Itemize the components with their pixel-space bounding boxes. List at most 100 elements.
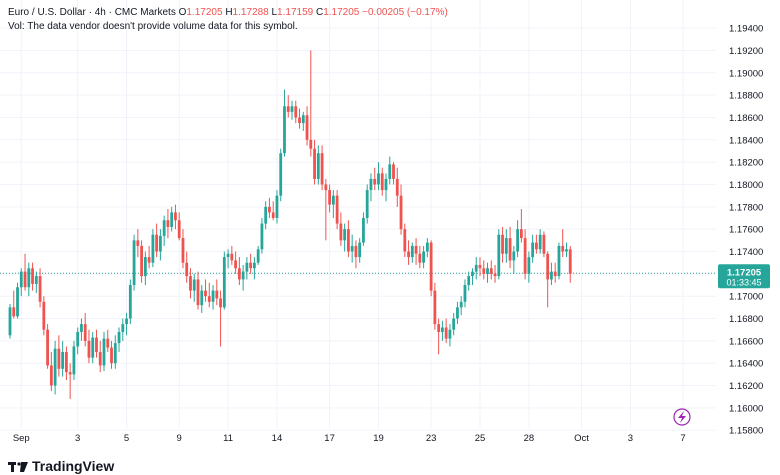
candle-body [177, 220, 181, 239]
candle-down [354, 240, 358, 269]
candle-body [68, 372, 72, 375]
candle-body [256, 249, 260, 263]
candle-body [290, 106, 294, 112]
candle-body [136, 240, 140, 246]
candle-body [350, 245, 354, 252]
candle-body [339, 223, 343, 241]
candle-body [373, 178, 377, 185]
time-tick-label: 17 [324, 433, 335, 444]
time-tick-label: 14 [272, 433, 283, 444]
time-tick-label: 11 [223, 433, 233, 444]
candle-down [519, 209, 523, 243]
low-value: 1.17159 [277, 7, 314, 18]
candle-body [143, 257, 147, 277]
candle-body [482, 268, 486, 274]
candle-body [98, 352, 102, 366]
candle-body [474, 264, 478, 272]
candles [8, 50, 572, 399]
candle-body [264, 206, 268, 224]
candle-body [369, 178, 373, 191]
volume-note: Vol: The data vendor doesn't provide vol… [8, 21, 298, 32]
time-tick-label: 3 [628, 433, 633, 444]
candle-body [343, 229, 347, 241]
price-badge-countdown: 01:33:45 [726, 277, 761, 287]
candle-body [546, 253, 550, 280]
high-value: 1.17288 [232, 7, 269, 18]
candle-body [275, 195, 279, 218]
candle-up [72, 340, 76, 380]
candle-body [478, 264, 482, 269]
candle-body [489, 268, 493, 274]
candle-down [23, 253, 27, 291]
candle-down [433, 282, 437, 330]
price-tick-label: 1.16400 [729, 359, 763, 370]
price-tick-label: 1.18000 [729, 180, 763, 191]
candle-body [53, 348, 57, 386]
candle-body [215, 290, 219, 299]
candle-body [113, 343, 117, 364]
candle-body [8, 307, 12, 336]
candle-up [143, 251, 147, 286]
candle-down [444, 318, 448, 344]
candle-body [358, 242, 362, 258]
candle-down [418, 245, 422, 269]
candle-up [80, 318, 83, 341]
candle-down [542, 231, 546, 258]
candle-down [140, 240, 143, 283]
candle-down [493, 264, 497, 283]
tradingview-logo[interactable]: TradingView [8, 458, 114, 474]
candle-body [294, 106, 298, 118]
candle-down [177, 212, 181, 241]
time-tick-label: 28 [524, 433, 535, 444]
price-axis: 1.15800 1.16000 1.16200 1.16400 1.16600 1.168… [729, 24, 763, 437]
candle-body [538, 234, 542, 250]
candle-down [437, 318, 441, 355]
chart-grid [0, 0, 716, 431]
price-tick-label: 1.17600 [729, 225, 763, 236]
candle-down [328, 184, 331, 213]
candle-down [185, 251, 189, 283]
time-axis: Sep 3 5 9 11 14 17 19 23 25 28 Oct 3 7 [13, 433, 686, 444]
candle-down [347, 220, 350, 258]
candle-up [538, 229, 542, 254]
candle-down [98, 340, 102, 373]
candle-body [565, 249, 568, 252]
candle-body [110, 347, 113, 364]
candle-body [222, 257, 226, 308]
candle-down [482, 260, 486, 280]
open-label: O [178, 7, 187, 18]
candle-body [49, 365, 53, 386]
candle-up [467, 271, 471, 291]
candle-up [170, 206, 174, 232]
candle-body [170, 212, 174, 227]
candle-up [283, 89, 286, 157]
candle-up [117, 327, 121, 353]
candle-body [230, 253, 234, 261]
candle-up [388, 156, 392, 185]
candle-down [320, 145, 324, 191]
candle-body [65, 352, 68, 373]
price-tick-label: 1.17400 [729, 247, 763, 258]
price-tick-label: 1.18400 [729, 135, 763, 146]
candle-up [102, 331, 106, 372]
candle-body [384, 178, 388, 191]
candle-body [234, 260, 237, 269]
candle-up [456, 301, 459, 325]
candle-up [125, 312, 128, 336]
candle-up [200, 285, 204, 313]
time-tick-label: Sep [13, 433, 30, 444]
candle-body [159, 235, 162, 252]
candle-down [147, 245, 151, 269]
price-tick-label: 1.19000 [729, 68, 763, 79]
candle-down [395, 167, 399, 207]
candle-body [189, 276, 192, 291]
candle-body [437, 324, 441, 332]
price-tick-label: 1.19400 [729, 24, 763, 35]
candle-body [249, 262, 253, 269]
candle-up [512, 245, 516, 274]
candle-down [31, 262, 34, 291]
candle-up [422, 245, 425, 269]
